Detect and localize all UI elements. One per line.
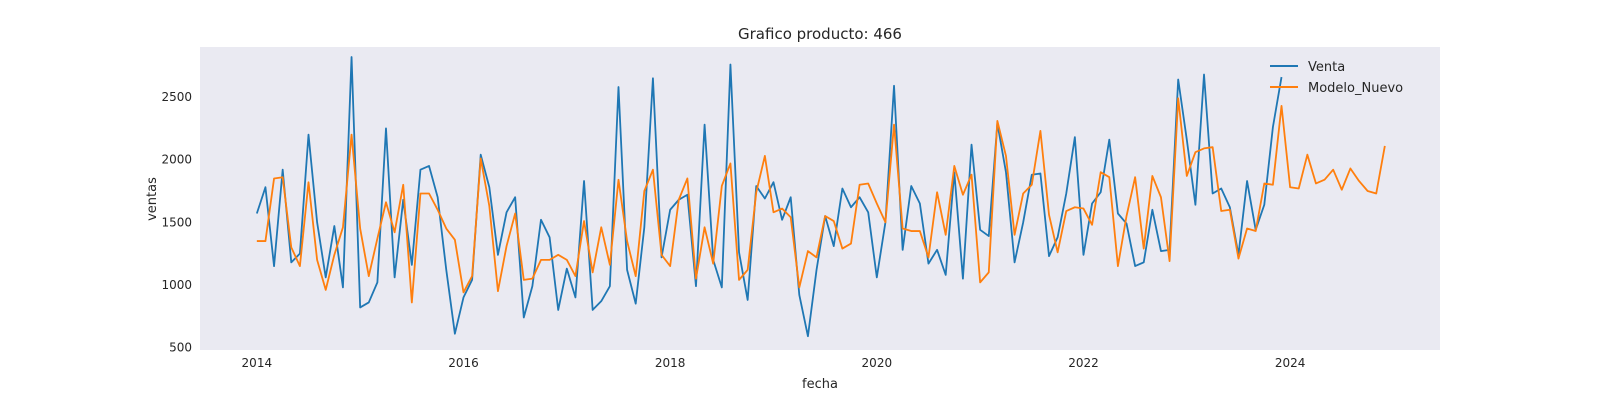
legend-label: Venta <box>1308 60 1345 75</box>
series-line-modelo-nuevo <box>256 97 1386 304</box>
x-tick-label: 2016 <box>448 356 479 370</box>
y-axis-label: ventas <box>145 177 160 221</box>
x-tick-label: 2022 <box>1068 356 1099 370</box>
y-tick-label: 1000 <box>161 278 192 292</box>
y-tick-label: 2000 <box>161 153 192 167</box>
series-line-venta <box>255 56 1283 338</box>
x-axis-ticks: 2014 2016 2018 2020 2022 2024 <box>242 356 1306 370</box>
x-tick-label: 2020 <box>862 356 893 370</box>
y-tick-label: 2500 <box>161 90 192 104</box>
legend: Venta Modelo_Nuevo <box>1270 60 1403 96</box>
chart-title: Grafico producto: 466 <box>738 25 902 43</box>
legend-label: Modelo_Nuevo <box>1308 81 1403 96</box>
series-lines <box>255 56 1386 338</box>
x-tick-label: 2018 <box>655 356 686 370</box>
x-tick-label: 2024 <box>1275 356 1306 370</box>
x-tick-label: 2014 <box>242 356 273 370</box>
y-tick-label: 1500 <box>161 215 192 229</box>
plot-area-background <box>200 47 1440 350</box>
y-axis-ticks: 500 1000 1500 2000 2500 <box>161 90 192 354</box>
y-tick-label: 500 <box>169 340 192 354</box>
x-axis-label: fecha <box>802 377 838 392</box>
